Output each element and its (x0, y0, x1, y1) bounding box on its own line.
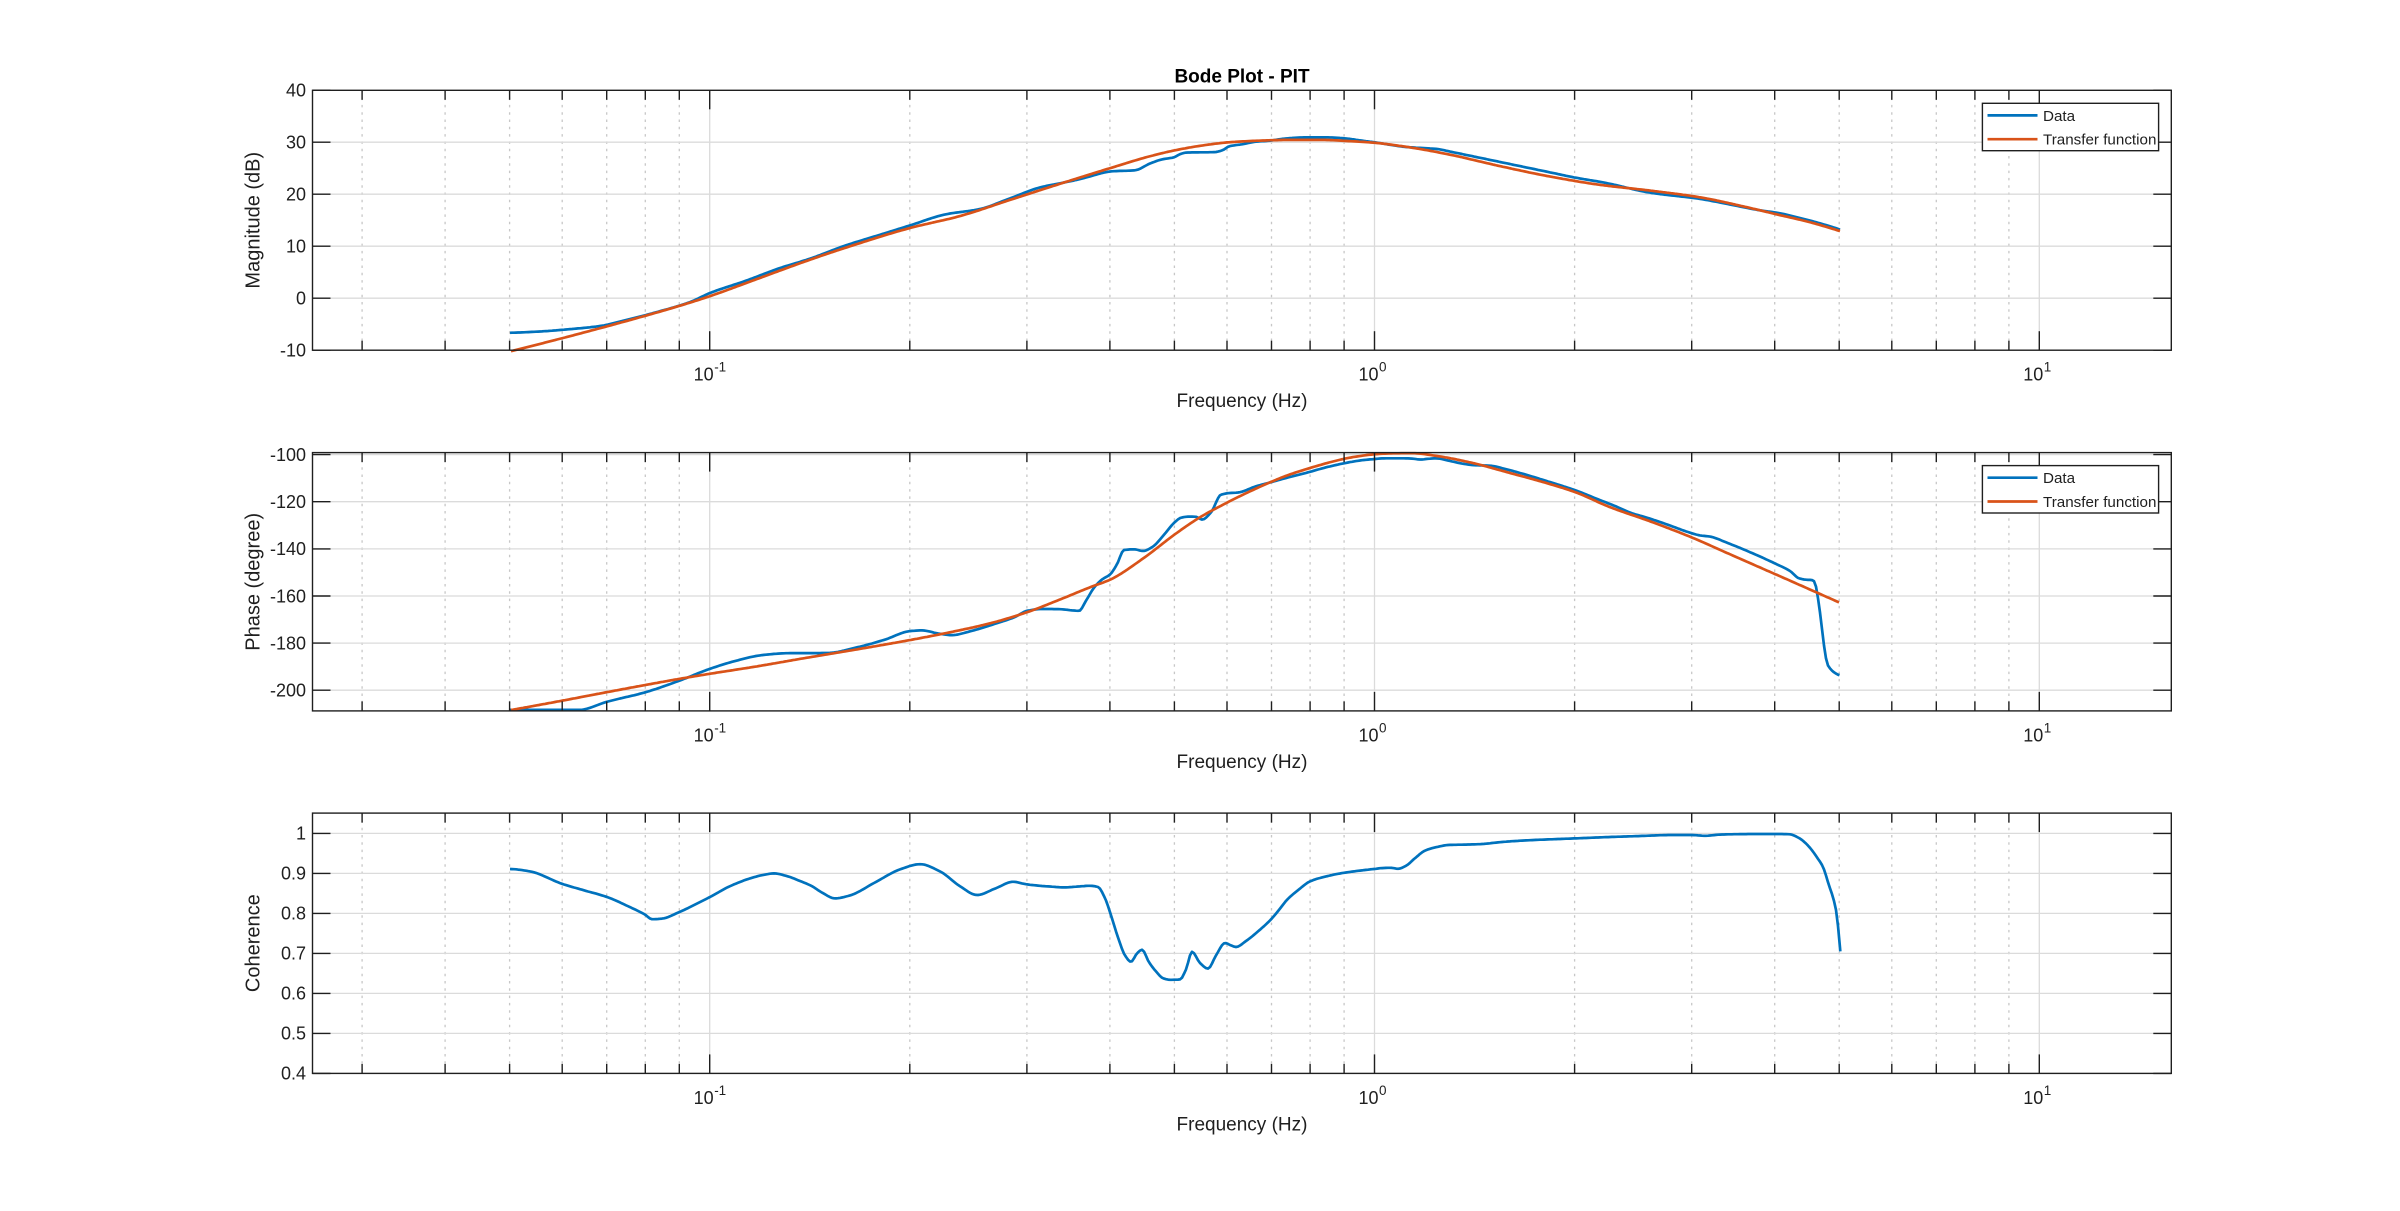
svg-text:-200: -200 (270, 681, 306, 701)
svg-text:0: 0 (1379, 720, 1387, 735)
svg-text:10: 10 (1358, 725, 1378, 745)
svg-text:20: 20 (286, 185, 306, 205)
svg-text:30: 30 (286, 133, 306, 153)
svg-text:1: 1 (2044, 720, 2052, 735)
svg-text:Phase (degree): Phase (degree) (243, 513, 265, 651)
svg-text:-10: -10 (280, 341, 306, 361)
svg-text:-1: -1 (714, 1083, 726, 1098)
svg-text:Bode Plot - PIT: Bode Plot - PIT (1174, 67, 1310, 88)
svg-text:1: 1 (2044, 360, 2052, 375)
svg-text:0.7: 0.7 (281, 944, 306, 964)
svg-text:Transfer function: Transfer function (2043, 132, 2156, 149)
svg-text:0.6: 0.6 (281, 984, 306, 1004)
svg-text:Frequency (Hz): Frequency (Hz) (1177, 391, 1308, 412)
svg-text:Data: Data (2043, 470, 2076, 487)
svg-text:-1: -1 (714, 360, 726, 375)
svg-text:1: 1 (2044, 1083, 2052, 1098)
svg-text:Coherence: Coherence (243, 894, 265, 992)
svg-text:10: 10 (2023, 365, 2043, 385)
svg-text:-100: -100 (270, 445, 306, 465)
svg-text:10: 10 (1358, 1088, 1378, 1108)
svg-text:10: 10 (694, 365, 714, 385)
svg-text:0: 0 (1379, 360, 1387, 375)
svg-text:0: 0 (1379, 1083, 1387, 1098)
svg-text:1: 1 (296, 824, 306, 844)
svg-text:Frequency (Hz): Frequency (Hz) (1177, 752, 1308, 773)
svg-text:-140: -140 (270, 539, 306, 559)
svg-text:0.9: 0.9 (281, 864, 306, 884)
svg-text:0: 0 (296, 289, 306, 309)
svg-text:-160: -160 (270, 586, 306, 606)
svg-text:0.8: 0.8 (281, 904, 306, 924)
svg-text:10: 10 (2023, 1088, 2043, 1108)
svg-text:-120: -120 (270, 492, 306, 512)
svg-text:10: 10 (694, 1088, 714, 1108)
svg-text:10: 10 (2023, 725, 2043, 745)
svg-text:-180: -180 (270, 633, 306, 653)
svg-text:-1: -1 (714, 720, 726, 735)
svg-text:0.4: 0.4 (281, 1064, 306, 1084)
svg-text:Data: Data (2043, 108, 2076, 125)
svg-text:Transfer function: Transfer function (2043, 494, 2156, 511)
svg-text:Frequency (Hz): Frequency (Hz) (1177, 1114, 1308, 1135)
svg-text:40: 40 (286, 81, 306, 101)
svg-text:10: 10 (286, 237, 306, 257)
svg-text:Magnitude (dB): Magnitude (dB) (243, 152, 265, 289)
svg-text:0.5: 0.5 (281, 1024, 306, 1044)
svg-text:10: 10 (1358, 365, 1378, 385)
svg-text:10: 10 (694, 725, 714, 745)
